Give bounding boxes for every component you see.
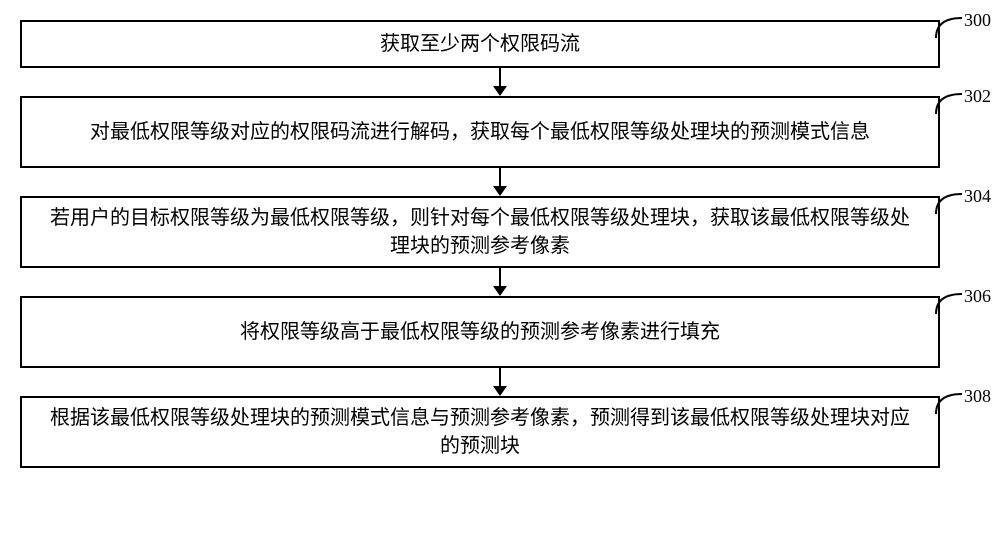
arrow-icon	[20, 168, 980, 196]
flow-step-304: 若用户的目标权限等级为最低权限等级，则针对每个最低权限等级处理块，获取该最低权限…	[20, 196, 980, 268]
flow-node-text: 将权限等级高于最低权限等级的预测参考像素进行填充	[240, 318, 720, 346]
flow-node: 若用户的目标权限等级为最低权限等级，则针对每个最低权限等级处理块，获取该最低权限…	[20, 196, 940, 268]
flow-node-text: 若用户的目标权限等级为最低权限等级，则针对每个最低权限等级处理块，获取该最低权限…	[42, 204, 918, 260]
step-label: 308	[964, 386, 991, 407]
arrow-icon	[20, 268, 980, 296]
flowchart-container: 获取至少两个权限码流 300 对最低权限等级对应的权限码流进行解码，获取每个最低…	[20, 20, 980, 468]
flow-step-306: 将权限等级高于最低权限等级的预测参考像素进行填充 306	[20, 296, 980, 368]
step-label: 306	[964, 286, 991, 307]
flow-node: 根据该最低权限等级处理块的预测模式信息与预测参考像素，预测得到该最低权限等级处理…	[20, 396, 940, 468]
flow-step-300: 获取至少两个权限码流 300	[20, 20, 980, 68]
callout-icon	[934, 14, 964, 40]
callout-icon	[934, 190, 964, 216]
flow-node-text: 根据该最低权限等级处理块的预测模式信息与预测参考像素，预测得到该最低权限等级处理…	[42, 404, 918, 460]
flow-node-text: 获取至少两个权限码流	[380, 30, 580, 58]
flow-node: 获取至少两个权限码流	[20, 20, 940, 68]
arrow-icon	[20, 368, 980, 396]
callout-icon	[934, 290, 964, 316]
arrow-icon	[20, 68, 980, 96]
step-label: 304	[964, 186, 991, 207]
callout-icon	[934, 390, 964, 416]
flow-node-text: 对最低权限等级对应的权限码流进行解码，获取每个最低权限等级处理块的预测模式信息	[90, 118, 870, 146]
flow-step-302: 对最低权限等级对应的权限码流进行解码，获取每个最低权限等级处理块的预测模式信息 …	[20, 96, 980, 168]
flow-step-308: 根据该最低权限等级处理块的预测模式信息与预测参考像素，预测得到该最低权限等级处理…	[20, 396, 980, 468]
callout-icon	[934, 90, 964, 116]
flow-node: 对最低权限等级对应的权限码流进行解码，获取每个最低权限等级处理块的预测模式信息	[20, 96, 940, 168]
flow-node: 将权限等级高于最低权限等级的预测参考像素进行填充	[20, 296, 940, 368]
step-label: 302	[964, 86, 991, 107]
step-label: 300	[964, 10, 991, 31]
